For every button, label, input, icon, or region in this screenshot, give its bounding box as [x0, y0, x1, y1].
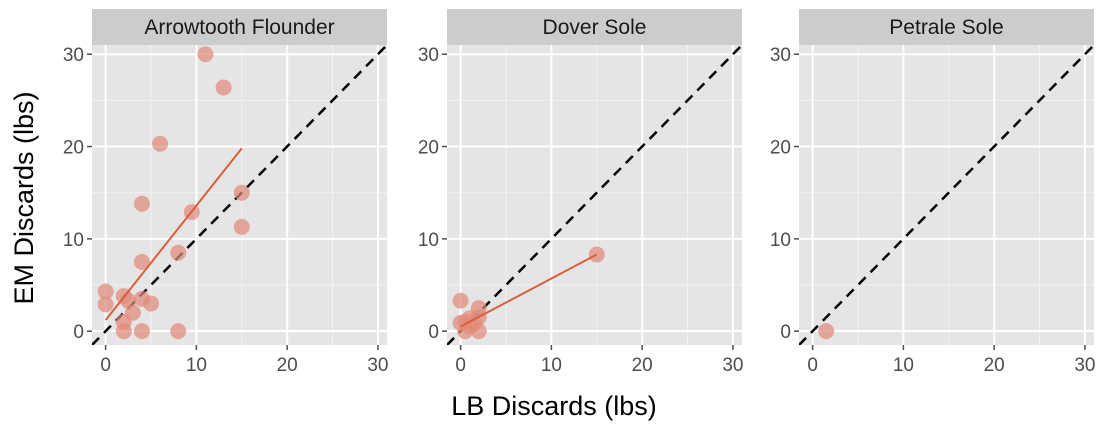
- data-point: [133, 195, 150, 212]
- facet-panel: Arrowtooth Flounder 0 10 20 30 0 10 20 30: [63, 9, 388, 376]
- y-tick-label: 0: [73, 322, 84, 343]
- x-tick-label: 0: [455, 355, 466, 376]
- x-tick-label: 30: [367, 355, 388, 376]
- x-tick-label: 10: [186, 355, 207, 376]
- x-tick-label: 30: [722, 355, 743, 376]
- y-tick-label: 0: [428, 322, 439, 343]
- facet-title: Petrale Sole: [889, 16, 1003, 39]
- panel-content: [92, 45, 387, 345]
- data-point: [588, 246, 605, 263]
- x-tick-label: 10: [541, 355, 562, 376]
- data-point: [143, 295, 159, 312]
- y-tick-label: 20: [63, 138, 84, 159]
- y-tick-label: 30: [63, 45, 84, 66]
- x-tick-label: 20: [632, 355, 653, 376]
- y-tick-label: 10: [63, 230, 84, 251]
- facet-title: Arrowtooth Flounder: [144, 16, 334, 39]
- data-point: [152, 135, 169, 152]
- data-point: [115, 323, 132, 340]
- x-tick-label: 30: [1074, 355, 1095, 376]
- data-point: [170, 244, 187, 261]
- x-tick-label: 10: [893, 355, 914, 376]
- facet-panel: Petrale Sole 0 10 20 30 0 10 20 30: [770, 9, 1095, 376]
- y-tick-label: 30: [770, 45, 791, 66]
- data-point: [97, 283, 114, 300]
- data-point: [233, 184, 250, 201]
- y-tick-label: 10: [770, 230, 791, 251]
- data-point: [170, 323, 187, 340]
- x-tick-label: 20: [984, 355, 1005, 376]
- data-point: [470, 323, 487, 340]
- x-tick-label: 0: [100, 355, 111, 376]
- facet-panel: Dover Sole 0 10 20 30 0 10 20 30: [418, 9, 743, 376]
- y-tick-label: 10: [418, 230, 439, 251]
- facet-strip: [92, 9, 387, 45]
- y-tick-label: 30: [418, 45, 439, 66]
- x-axis-title: LB Discards (lbs): [451, 391, 657, 421]
- y-axis-title: EM Discards (lbs): [9, 91, 39, 304]
- facet-title: Dover Sole: [543, 16, 647, 39]
- data-point: [215, 79, 232, 96]
- x-tick-label: 20: [277, 355, 298, 376]
- data-point: [457, 323, 474, 340]
- data-point: [133, 323, 150, 340]
- y-tick-label: 20: [418, 138, 439, 159]
- facet-strip: [447, 9, 742, 45]
- data-point: [818, 323, 835, 340]
- reference-line: [799, 45, 1094, 345]
- data-point: [233, 218, 250, 235]
- y-tick-label: 20: [770, 138, 791, 159]
- x-tick-label: 0: [807, 355, 818, 376]
- data-point: [97, 296, 114, 313]
- y-tick-label: 0: [780, 322, 791, 343]
- data-point: [133, 253, 150, 270]
- panel-content: [799, 45, 1094, 345]
- panel-content: [447, 45, 742, 345]
- fit-line: [104, 147, 243, 321]
- data-point: [197, 46, 214, 63]
- data-point: [124, 304, 141, 321]
- fit-line: [460, 253, 598, 328]
- reference-line: [447, 45, 742, 345]
- data-point: [452, 292, 469, 309]
- facet-strip: [799, 9, 1094, 45]
